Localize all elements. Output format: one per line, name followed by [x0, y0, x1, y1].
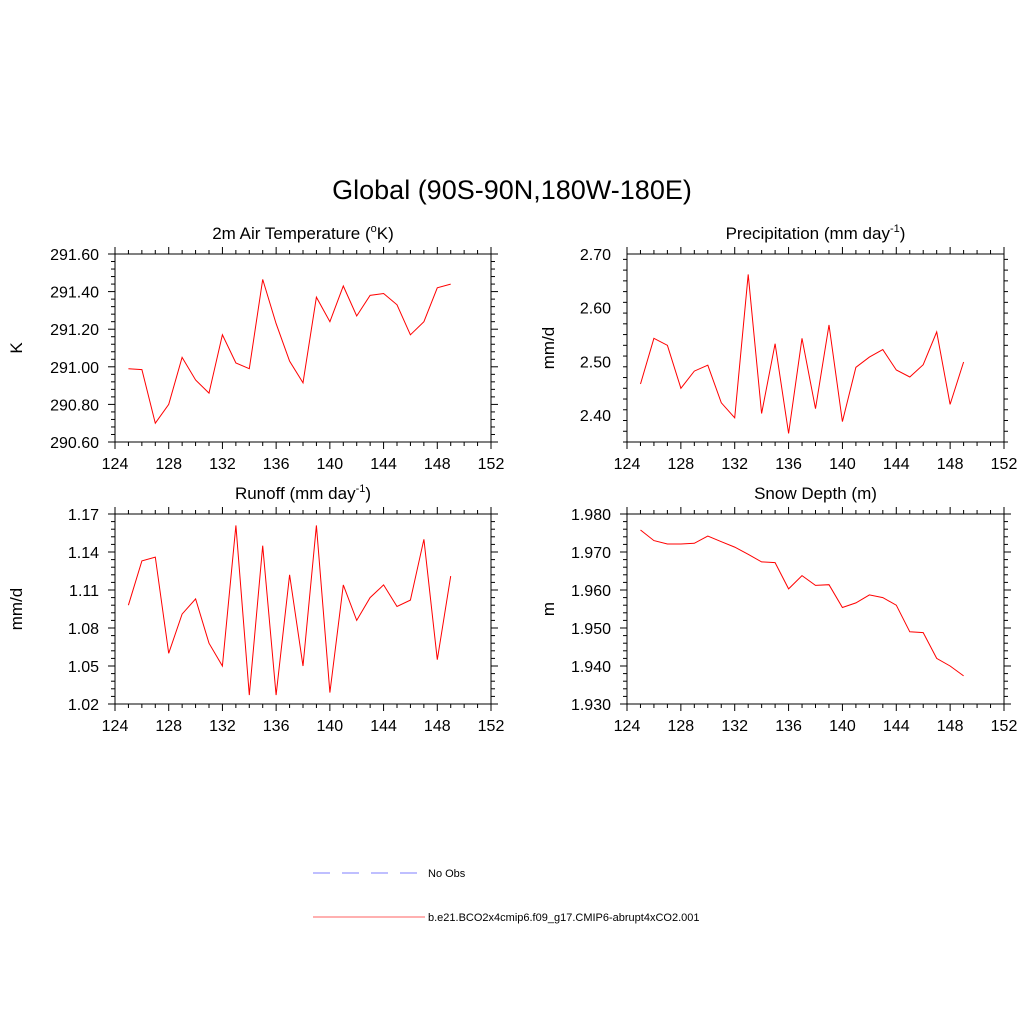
panel-title-text: Snow Depth (m) [754, 484, 877, 503]
legend: No Obs b.e21.BCO2x4cmip6.f09_g17.CMIP6-a… [313, 868, 700, 924]
x-tick-label: 132 [209, 718, 236, 735]
plot-frame [114, 513, 492, 705]
plot-frame [626, 513, 1005, 705]
x-tick-label: 140 [829, 718, 856, 735]
series-line [128, 279, 451, 425]
x-tick-label: 140 [317, 718, 344, 735]
legend-label-no-obs: No Obs [428, 868, 466, 880]
x-tick-label: 124 [102, 718, 129, 735]
panel-title: Snow Depth (m) [754, 484, 877, 503]
y-tick-label: 1.02 [68, 697, 99, 714]
x-tick-label: 136 [775, 456, 802, 473]
plot-frame [114, 253, 492, 443]
x-tick-label: 148 [424, 456, 451, 473]
panel-title-suffix: ) [365, 484, 371, 503]
y-tick-label: 290.60 [50, 435, 99, 452]
x-tick-label: 124 [614, 718, 641, 735]
panel-title: Precipitation (mm day-1) [726, 223, 906, 243]
panel-title-text: Runoff (mm day [235, 484, 356, 503]
y-tick-label: 1.960 [571, 583, 611, 600]
series-line [127, 525, 452, 696]
legend-label-model: b.e21.BCO2x4cmip6.f09_g17.CMIP6-abrupt4x… [428, 912, 700, 924]
y-tick-label: 291.40 [50, 285, 99, 302]
series-line [640, 274, 965, 434]
legend-item-model: b.e21.BCO2x4cmip6.f09_g17.CMIP6-abrupt4x… [313, 912, 700, 924]
x-tick-label: 128 [668, 456, 695, 473]
y-axis-label: mm/d [539, 327, 558, 370]
plot-panel-4: 124 128 132 136 140 144 148 152 1.930 1.940 1.950 1… [539, 484, 1017, 735]
x-tick-label: 152 [991, 456, 1018, 473]
x-tick-label: 140 [829, 456, 856, 473]
y-tick-label: 1.940 [571, 659, 611, 676]
x-tick-label: 144 [883, 456, 910, 473]
panel-title-superscript: -1 [890, 223, 900, 235]
legend-item-no-obs: No Obs [313, 868, 466, 880]
plot-panel-3: 124 128 132 136 140 144 148 152 1.02 1.05 1.08 1.11… [7, 483, 504, 735]
panel-title-suffix: K) [377, 224, 394, 243]
plot-frame [626, 253, 1005, 443]
x-tick-label: 136 [263, 456, 290, 473]
x-tick-label: 148 [937, 718, 964, 735]
panel-title-text: 2m Air Temperature ( [212, 224, 371, 243]
x-tick-label: 128 [155, 718, 182, 735]
y-tick-label: 1.05 [68, 659, 99, 676]
y-tick-label: 1.950 [571, 621, 611, 638]
x-tick-label: 144 [883, 718, 910, 735]
figure-title: Global (90S-90N,180W-180E) [332, 175, 692, 205]
y-tick-label: 291.00 [50, 360, 99, 377]
panel-title-suffix: ) [900, 224, 906, 243]
y-tick-label: 2.50 [580, 354, 611, 371]
x-tick-label: 136 [263, 718, 290, 735]
y-tick-label: 1.11 [69, 583, 99, 600]
y-tick-label: 291.60 [50, 247, 99, 264]
y-tick-label: 1.08 [68, 621, 99, 638]
panel-title-text: Precipitation (mm day [726, 224, 891, 243]
y-tick-label: 2.70 [580, 247, 611, 264]
x-tick-label: 152 [478, 456, 505, 473]
x-tick-label: 128 [155, 456, 182, 473]
x-tick-label: 144 [370, 718, 397, 735]
plot-panel-1: 124 128 132 136 140 144 148 152 290.60 290.80 291.… [7, 223, 504, 473]
series-line [640, 529, 964, 677]
x-tick-label: 140 [317, 456, 344, 473]
x-tick-label: 152 [991, 718, 1018, 735]
x-tick-label: 136 [775, 718, 802, 735]
y-tick-label: 2.40 [580, 408, 611, 425]
y-tick-label: 2.60 [580, 301, 611, 318]
x-tick-label: 124 [614, 456, 641, 473]
x-tick-label: 128 [668, 718, 695, 735]
x-tick-label: 124 [102, 456, 129, 473]
y-tick-label: 1.970 [571, 545, 611, 562]
plot-panels: 124 128 132 136 140 144 148 152 290.60 290.80 291.… [7, 223, 1017, 735]
panel-title: Runoff (mm day-1) [235, 483, 371, 503]
y-axis-label: m [539, 602, 558, 616]
y-tick-label: 291.20 [50, 322, 99, 339]
y-tick-label: 1.980 [571, 507, 611, 524]
y-axis-label: K [7, 342, 26, 354]
y-tick-label: 1.14 [68, 545, 99, 562]
x-tick-label: 132 [209, 456, 236, 473]
x-tick-label: 148 [424, 718, 451, 735]
y-tick-label: 1.930 [571, 697, 611, 714]
x-tick-label: 148 [937, 456, 964, 473]
x-tick-label: 152 [478, 718, 505, 735]
panel-title-superscript: -1 [356, 483, 366, 495]
panel-title-superscript: o [371, 223, 377, 235]
plot-panel-2: 124 128 132 136 140 144 148 152 2.40 2.50 2.60 2.70… [539, 223, 1017, 473]
panel-title: 2m Air Temperature (oK) [212, 223, 394, 243]
y-tick-label: 290.80 [50, 397, 99, 414]
x-tick-label: 132 [721, 718, 748, 735]
y-tick-label: 1.17 [68, 507, 99, 524]
y-axis-label: mm/d [7, 588, 26, 631]
x-tick-label: 132 [721, 456, 748, 473]
x-tick-label: 144 [370, 456, 397, 473]
